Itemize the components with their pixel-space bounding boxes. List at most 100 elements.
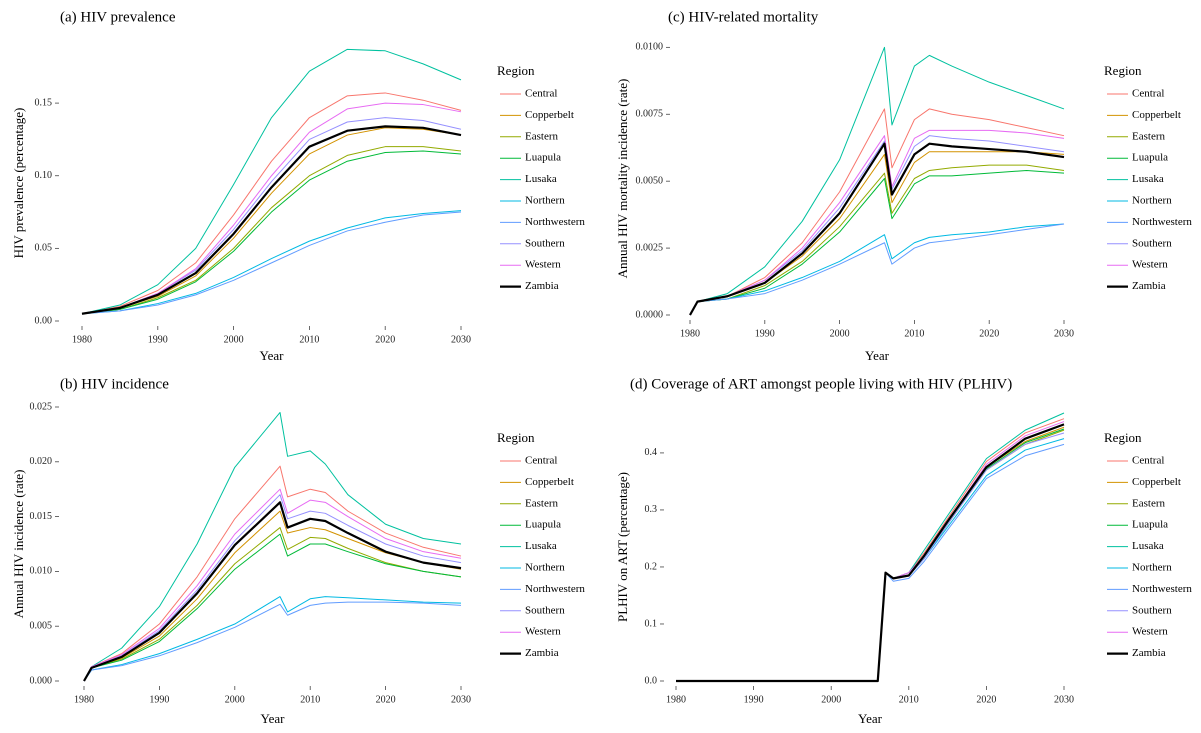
series-line [83, 533, 462, 682]
legend-label: Luapula [525, 519, 561, 531]
legend-label: Central [525, 455, 557, 467]
y-tick-label: 0.1 [645, 618, 658, 629]
legend-label: Copperbelt [525, 476, 574, 488]
x-tick-label: 2000 [225, 694, 245, 705]
legend-label: Northwestern [525, 216, 585, 228]
legend-label: Copperbelt [1132, 476, 1181, 488]
series-line [81, 48, 462, 315]
panel-title: (b) HIV incidence [60, 376, 169, 392]
y-tick-label: 0.000 [30, 675, 53, 686]
series-line [83, 501, 462, 682]
x-tick-label: 2010 [904, 328, 924, 339]
series-line [81, 125, 462, 315]
legend-label: Western [1132, 626, 1168, 638]
series-line [676, 438, 1065, 682]
legend-label: Eastern [525, 497, 558, 509]
panel-title: (c) HIV-related mortality [668, 9, 819, 25]
series-line [689, 223, 1065, 316]
legend-label: Luapula [1132, 152, 1168, 164]
series-line [676, 423, 1065, 683]
y-tick-label: 0.0 [645, 675, 658, 686]
panel: (b) HIV incidence 0.000 0.005 0.010 0.015 0.0… [11, 376, 585, 726]
x-axis-title: Year [858, 711, 883, 726]
x-tick-label: 2010 [899, 694, 919, 705]
legend-label: Central [1132, 455, 1164, 467]
series-line [81, 127, 462, 315]
y-tick-label: 0.025 [30, 401, 53, 412]
x-tick-label: 2020 [979, 328, 999, 339]
y-tick-label: 0.00 [35, 315, 53, 326]
y-tick-label: 0.10 [35, 170, 53, 181]
x-tick-label: 2010 [299, 334, 319, 345]
y-tick-label: 0.010 [30, 566, 53, 577]
panel-title: (a) HIV prevalence [60, 9, 176, 25]
legend-title: Region [497, 430, 535, 445]
series-line [81, 92, 462, 315]
legend-label: Lusaka [1132, 540, 1164, 552]
y-tick-label: 0.3 [645, 504, 658, 515]
x-tick-label: 1980 [74, 694, 94, 705]
series-line [676, 421, 1065, 682]
series-line [83, 601, 462, 682]
legend-label: Zambia [1132, 280, 1166, 292]
x-tick-label: 2000 [830, 328, 850, 339]
series-line [81, 146, 462, 315]
y-tick-label: 0.2 [645, 561, 658, 572]
series-line [83, 510, 462, 682]
series-line [676, 418, 1065, 682]
legend-label: Southern [1132, 237, 1172, 249]
panel: (d) Coverage of ART amongst people livin… [615, 376, 1192, 726]
y-tick-label: 0.005 [30, 620, 53, 631]
series-line [83, 465, 462, 682]
y-axis-title: Annual HIV incidence (rate) [11, 470, 26, 619]
series-line [81, 211, 462, 315]
legend-label: Zambia [525, 280, 559, 292]
series-line [676, 426, 1065, 682]
legend-label: Western [525, 259, 561, 271]
y-tick-label: 0.0050 [636, 175, 664, 186]
x-axis-title: Year [260, 348, 285, 363]
legend-label: Southern [525, 237, 565, 249]
legend-label: Lusaka [525, 540, 557, 552]
x-tick-label: 2020 [376, 694, 396, 705]
legend-label: Southern [525, 604, 565, 616]
series-line [689, 142, 1065, 316]
series-line [83, 596, 462, 682]
legend-label: Central [1132, 88, 1164, 100]
x-tick-label: 2030 [451, 694, 471, 705]
legend-label: Northern [1132, 562, 1172, 574]
x-axis-title: Year [261, 711, 286, 726]
series-line [83, 527, 462, 682]
legend-label: Northern [525, 562, 565, 574]
panel-title: (d) Coverage of ART amongst people livin… [630, 376, 1012, 392]
y-tick-label: 0.0025 [636, 242, 664, 253]
x-tick-label: 1990 [755, 328, 775, 339]
panel: (c) HIV-related mortality 0.0000 0.0025 0.0… [615, 9, 1192, 363]
legend-label: Central [525, 88, 557, 100]
series-line [81, 102, 462, 315]
x-tick-label: 2000 [821, 694, 841, 705]
y-tick-label: 0.05 [35, 243, 53, 254]
legend-label: Zambia [525, 647, 559, 659]
series-line [689, 223, 1065, 316]
y-tick-label: 0.15 [35, 97, 53, 108]
panel: (a) HIV prevalence 0.00 0.05 0.10 0.15 1980 19… [11, 9, 585, 363]
y-tick-label: 0.020 [30, 456, 53, 467]
x-tick-label: 2030 [451, 334, 471, 345]
legend-label: Eastern [1132, 130, 1165, 142]
legend-label: Zambia [1132, 647, 1166, 659]
legend-label: Copperbelt [525, 109, 574, 121]
series-line [689, 46, 1065, 316]
x-tick-label: 1990 [149, 694, 169, 705]
legend-label: Luapula [1132, 519, 1168, 531]
y-tick-label: 0.4 [645, 447, 658, 458]
series-line [81, 150, 462, 315]
x-tick-label: 2030 [1054, 694, 1074, 705]
series-line [83, 411, 462, 682]
series-line [689, 108, 1065, 316]
legend-label: Northern [1132, 195, 1172, 207]
y-axis-title: PLHIV on ART (percentage) [615, 472, 630, 622]
legend-label: Copperbelt [1132, 109, 1181, 121]
legend-title: Region [1104, 63, 1142, 78]
